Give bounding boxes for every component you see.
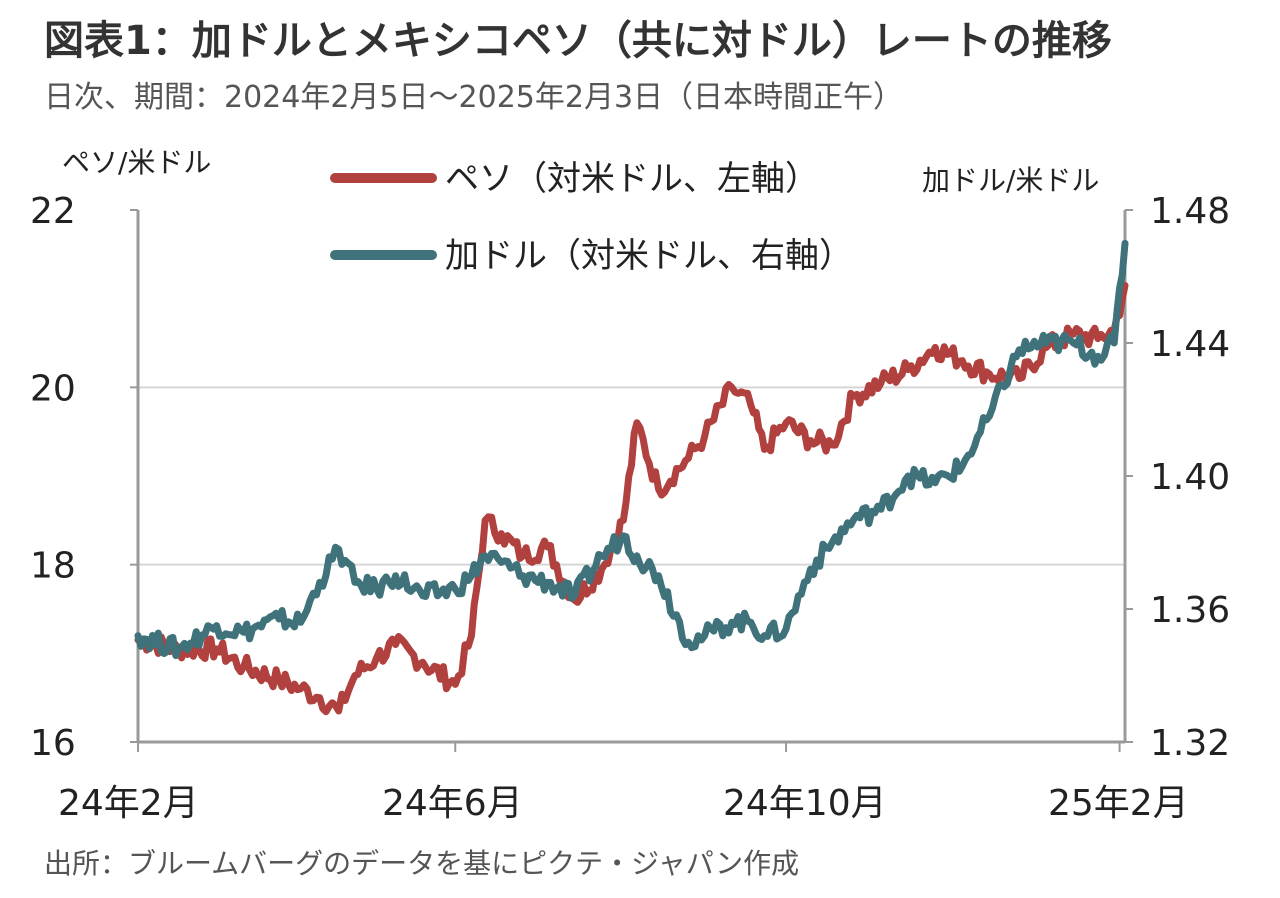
right-tick-label: 1.48 bbox=[1150, 191, 1230, 232]
right-tick-label: 1.32 bbox=[1150, 723, 1230, 764]
x-tick-label: 24年10月 bbox=[723, 783, 887, 824]
gridlines bbox=[138, 386, 1125, 566]
tick-labels: 16 18 20 22 1.32 1.36 1.40 1.44 1.48 24年2月 24年6月 24… bbox=[30, 191, 1230, 824]
chart-title: 図表1：加ドルとメキシコペソ（共に対ドル）レートの推移 bbox=[44, 18, 1112, 64]
series-line-cad bbox=[134, 239, 1129, 660]
legend: ペソ（対米ドル、左軸） 加ドル（対米ドル、右軸） bbox=[330, 159, 853, 276]
legend-label-peso: ペソ（対米ドル、左軸） bbox=[445, 159, 819, 199]
left-tick-label: 16 bbox=[30, 723, 76, 764]
left-tick-label: 22 bbox=[30, 191, 76, 232]
left-axis-unit: ペソ/米ドル bbox=[62, 146, 211, 179]
legend-label-cad: 加ドル（対米ドル、右軸） bbox=[445, 236, 853, 276]
right-tick-label: 1.44 bbox=[1150, 324, 1230, 365]
right-tick-label: 1.36 bbox=[1150, 590, 1230, 631]
series-line-peso bbox=[134, 281, 1129, 716]
x-tick-label: 24年6月 bbox=[382, 783, 523, 824]
left-tick-label: 18 bbox=[30, 546, 76, 587]
right-tick-label: 1.40 bbox=[1150, 457, 1230, 498]
series-lines bbox=[134, 239, 1129, 716]
x-tick-label: 25年2月 bbox=[1048, 783, 1189, 824]
left-tick-label: 20 bbox=[30, 368, 76, 409]
chart-subtitle: 日次、期間：2024年2月5日～2025年2月3日（日本時間正午） bbox=[44, 80, 904, 115]
right-axis-unit: 加ドル/米ドル bbox=[922, 164, 1099, 197]
x-tick-label: 24年2月 bbox=[58, 783, 199, 824]
source-note: 出所：ブルームバーグのデータを基にピクテ・ジャパン作成 bbox=[44, 847, 800, 880]
